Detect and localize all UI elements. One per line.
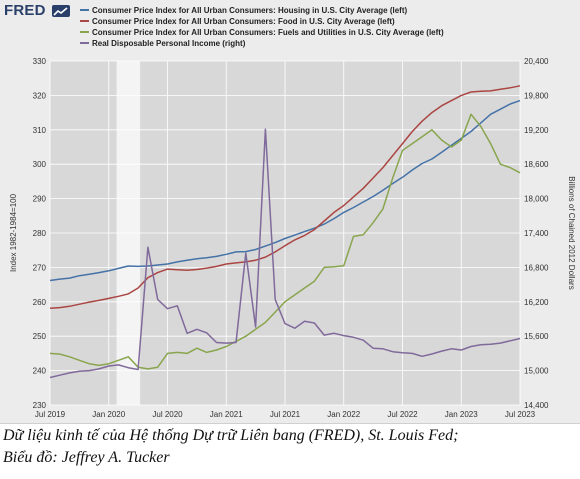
fred-logo: FRED [4, 3, 72, 19]
legend-item-fuels: Consumer Price Index for All Urban Consu… [80, 27, 444, 38]
y-tick-left: 300 [33, 160, 47, 169]
y-tick-left: 240 [33, 367, 47, 376]
y-tick-left: 250 [33, 332, 47, 341]
legend: Consumer Price Index for All Urban Consu… [80, 5, 444, 49]
series-line-income [49, 128, 521, 379]
x-tick-label: Jan 2021 [210, 410, 243, 419]
legend-label-housing: Consumer Price Index for All Urban Consu… [92, 6, 408, 15]
legend-swatch-food [80, 19, 89, 22]
x-tick-label: Jan 2020 [92, 410, 125, 419]
legend-label-fuels: Consumer Price Index for All Urban Consu… [92, 28, 444, 37]
caption: Dữ liệu kinh tế của Hệ thống Dự trữ Liên… [3, 425, 578, 469]
y-tick-right: 15,600 [524, 332, 549, 341]
y-axis-right-title: Billions of Chained 2012 Dollars [567, 176, 576, 289]
y-tick-right: 16,800 [524, 263, 549, 272]
x-tick-label: Jul 2023 [505, 410, 536, 419]
legend-swatch-fuels [80, 30, 89, 33]
legend-item-housing: Consumer Price Index for All Urban Consu… [80, 5, 444, 16]
y-tick-right: 16,200 [524, 298, 549, 307]
legend-swatch-income [80, 41, 89, 44]
y-tick-left: 280 [33, 229, 47, 238]
x-tick-label: Jan 2022 [327, 410, 360, 419]
series-line-fuels [49, 113, 521, 370]
x-tick-label: Jan 2023 [445, 410, 478, 419]
legend-label-food: Consumer Price Index for All Urban Consu… [92, 17, 395, 26]
y-tick-left: 230 [33, 401, 47, 410]
y-tick-right: 19,200 [524, 126, 549, 135]
y-tick-right: 15,000 [524, 367, 549, 376]
series-line-housing [49, 99, 521, 282]
caption-line-2: Biểu đồ: Jeffrey A. Tucker [3, 449, 170, 466]
y-tick-right: 19,800 [524, 91, 549, 100]
y-tick-left: 310 [33, 126, 47, 135]
chart-plot: 230 14,400 240 15,000 250 15,600 260 16,200 270 1… [9, 57, 576, 419]
series-line-food [49, 85, 521, 310]
x-tick-label: Jul 2021 [270, 410, 301, 419]
y-tick-left: 330 [33, 57, 47, 66]
y-tick-right: 20,400 [524, 57, 549, 66]
caption-line-1: Dữ liệu kinh tế của Hệ thống Dự trữ Liên… [3, 427, 459, 444]
fred-logo-mark [52, 5, 70, 17]
y-tick-right: 18,000 [524, 195, 549, 204]
y-tick-left: 320 [33, 91, 47, 100]
legend-item-income: Real Disposable Personal Income (right) [80, 38, 444, 49]
y-tick-left: 270 [33, 263, 47, 272]
y-tick-right: 18,600 [524, 160, 549, 169]
x-tick-label: Jul 2019 [35, 410, 66, 419]
y-tick-right: 17,400 [524, 229, 549, 238]
legend-label-income: Real Disposable Personal Income (right) [92, 39, 246, 48]
fred-logo-text: FRED [4, 2, 46, 19]
legend-item-food: Consumer Price Index for All Urban Consu… [80, 16, 444, 27]
y-tick-right: 14,400 [524, 401, 549, 410]
x-tick-label: Jul 2020 [152, 410, 183, 419]
y-tick-left: 260 [33, 298, 47, 307]
legend-swatch-housing [80, 8, 89, 11]
x-tick-label: Jul 2022 [387, 410, 418, 419]
y-tick-left: 290 [33, 195, 47, 204]
y-axis-left-title: Index 1982-1984=100 [9, 193, 18, 272]
